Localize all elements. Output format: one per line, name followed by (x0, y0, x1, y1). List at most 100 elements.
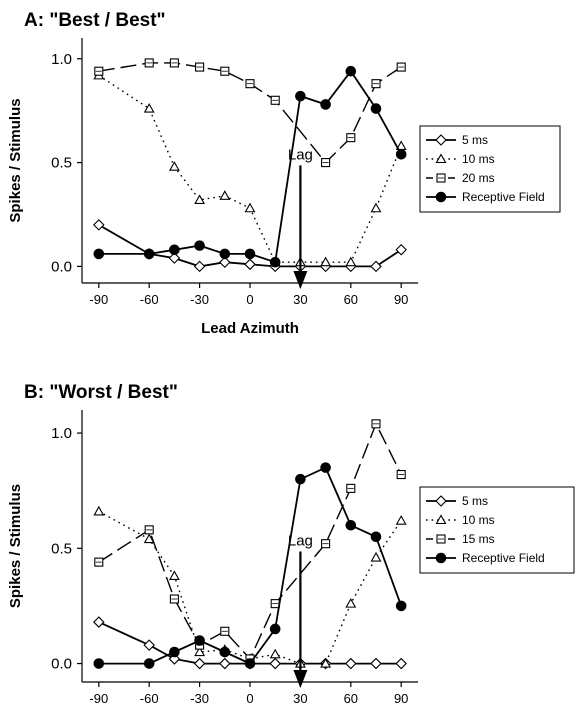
lag-arrow-head (293, 271, 308, 289)
series-3 (93, 65, 407, 268)
data-point (169, 646, 180, 658)
data-point (169, 244, 180, 256)
x-tick-label: 30 (293, 691, 307, 705)
legend: 5 ms 10 ms 20 ms Receptive Field (419, 125, 561, 213)
x-tick-label: 0 (246, 292, 253, 307)
legend-label: 5 ms (462, 133, 488, 147)
legend-label: 20 ms (462, 171, 495, 185)
series-line (98, 466, 403, 665)
y-axis-label: Spikes / Stimulus (7, 98, 24, 222)
data-point (143, 658, 155, 669)
data-point (395, 148, 407, 160)
data-point (194, 635, 205, 646)
data-point (320, 256, 332, 267)
data-point (345, 65, 357, 77)
y-tick-label: 0.0 (51, 258, 72, 275)
data-point (93, 248, 105, 260)
data-point (244, 202, 256, 213)
legend-label: Receptive Field (462, 190, 545, 204)
data-point (269, 623, 281, 635)
legend-label: 10 ms (462, 152, 495, 166)
legend-marker (435, 191, 447, 203)
data-point (219, 646, 231, 658)
data-point (219, 190, 231, 200)
data-point (143, 533, 155, 544)
legend: 5 ms 10 ms 15 ms Receptive Field (419, 486, 575, 574)
series-3 (93, 462, 407, 669)
legend-marker (435, 552, 447, 564)
legend-marker (435, 134, 447, 146)
legend-marker (435, 495, 447, 507)
data-point (370, 657, 382, 670)
data-point (244, 658, 256, 669)
data-point (370, 260, 382, 273)
data-point (93, 505, 105, 516)
data-point (395, 657, 407, 670)
data-point (370, 202, 382, 213)
x-axis-label: Lead Azimuth (201, 320, 299, 337)
data-point (143, 248, 155, 260)
series-1 (93, 505, 407, 668)
y-tick-label: 1.0 (51, 51, 72, 68)
data-point (370, 103, 382, 114)
data-point (168, 570, 180, 581)
series-2 (94, 58, 406, 168)
data-point (370, 531, 382, 543)
legend-label: 15 ms (462, 532, 495, 546)
x-tick-label: -90 (89, 292, 108, 307)
lag-annotation: Lag (288, 532, 313, 549)
x-tick-label: 60 (344, 691, 358, 705)
data-point (269, 648, 281, 659)
y-tick-label: 0.0 (51, 656, 72, 673)
data-point (168, 161, 180, 171)
data-point (370, 551, 382, 562)
series-line (98, 74, 402, 263)
data-point (143, 639, 155, 651)
data-point (345, 598, 357, 608)
legend-marker (435, 153, 447, 164)
data-point (244, 258, 256, 271)
data-point (269, 256, 281, 268)
data-point (395, 244, 407, 256)
data-point (194, 194, 206, 204)
data-point (295, 90, 306, 102)
data-point (143, 102, 155, 113)
series-0 (93, 219, 407, 273)
y-tick-label: 1.0 (51, 425, 72, 442)
data-point (320, 462, 331, 473)
chart-title: B: "Worst / Best" (24, 382, 178, 403)
series-line (98, 422, 402, 661)
data-point (193, 657, 206, 670)
x-tick-label: 90 (394, 292, 408, 307)
x-tick-label: -60 (140, 691, 159, 705)
chart-panel-1: B: "Worst / Best" 0.0 0.5 1.0 -90 -60 -30 0 30 60… (7, 382, 575, 705)
x-tick-label: -30 (190, 691, 209, 705)
series-line (98, 510, 402, 665)
series-line (98, 69, 402, 264)
data-point (269, 657, 281, 670)
x-tick-label: -60 (140, 292, 159, 307)
x-tick-label: 60 (344, 292, 358, 307)
x-tick-label: 30 (293, 292, 307, 307)
chart-panel-0: A: "Best / Best" 0.0 0.5 1.0 -90 -60 -30 0 30 60 9… (7, 10, 561, 337)
data-point (168, 252, 181, 264)
data-point (345, 657, 357, 670)
data-point (194, 240, 205, 251)
data-point (93, 219, 105, 231)
data-point (244, 248, 256, 260)
legend-label: 10 ms (462, 513, 495, 527)
x-tick-label: -30 (190, 292, 209, 307)
lag-annotation: Lag (288, 146, 313, 163)
data-point (93, 616, 105, 628)
series-2 (94, 419, 406, 664)
chart-title: A: "Best / Best" (24, 10, 166, 31)
x-tick-label: 0 (246, 691, 253, 705)
data-point (219, 248, 231, 260)
data-point (395, 515, 407, 525)
series-1 (93, 69, 407, 267)
data-point (93, 658, 105, 669)
x-tick-label: -90 (89, 691, 108, 705)
legend-label: 5 ms (462, 494, 488, 508)
x-tick-label: 90 (394, 691, 408, 705)
